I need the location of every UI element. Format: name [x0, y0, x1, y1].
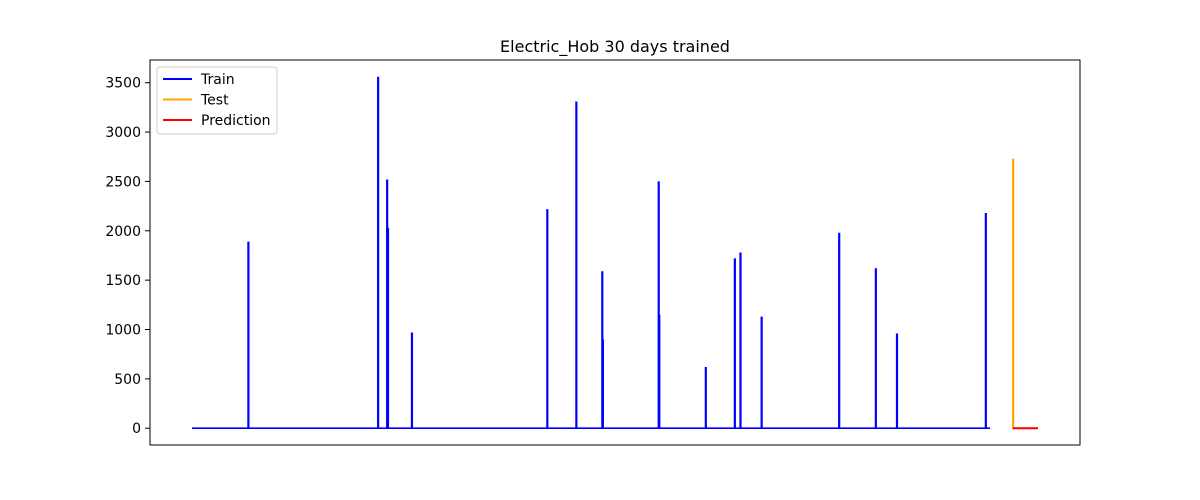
legend-label-prediction: Prediction [201, 113, 271, 129]
y-tick-label-1: 500 [114, 372, 141, 388]
y-tick-label-4: 2000 [105, 224, 141, 240]
legend-label-test: Test [200, 93, 229, 109]
legend-box [156, 66, 278, 135]
series-train [192, 76, 991, 430]
plot-area [192, 76, 1038, 430]
y-tick-label-2: 1000 [105, 323, 141, 339]
series-test [1012, 158, 1038, 430]
y-tick-label-3: 1500 [105, 273, 141, 289]
chart-title: Electric_Hob 30 days trained [500, 37, 730, 57]
legend-label-train: Train [200, 72, 235, 88]
y-tick-label-5: 2500 [105, 174, 141, 190]
legend: Train Test Prediction [156, 66, 278, 135]
y-axis: 0 500 1000 1500 2000 2500 3000 3500 [105, 76, 150, 437]
y-tick-label-6: 3000 [105, 125, 141, 141]
y-tick-label-0: 0 [132, 421, 141, 437]
plot-frame [149, 59, 1081, 446]
y-tick-label-7: 3500 [105, 76, 141, 92]
